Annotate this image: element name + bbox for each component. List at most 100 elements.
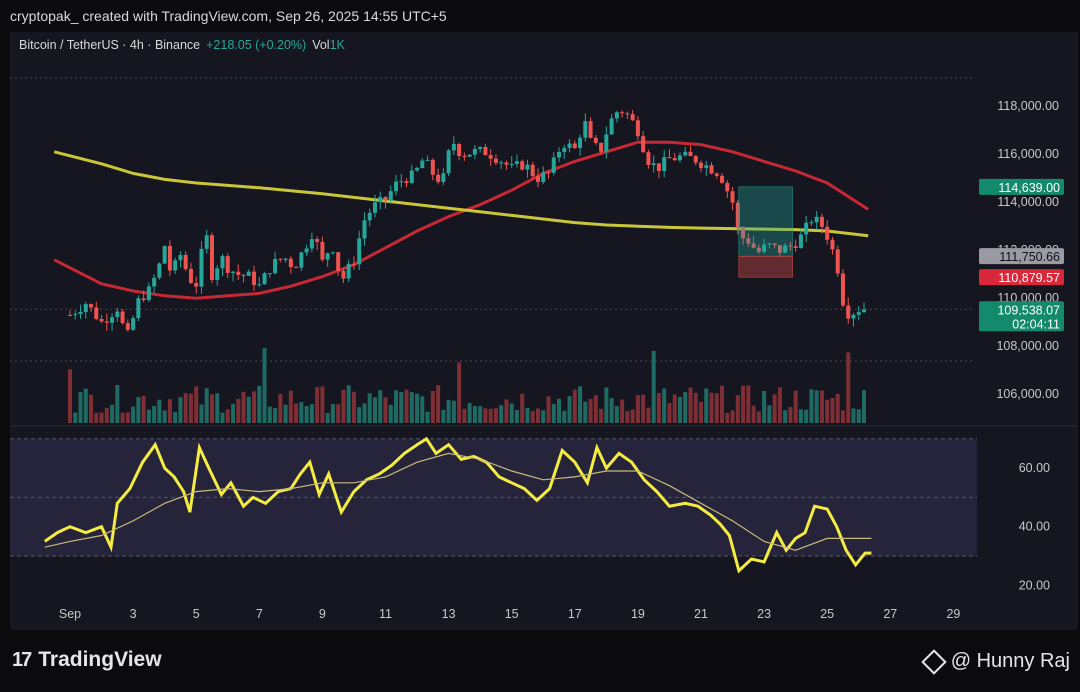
candle-body: [367, 212, 372, 221]
candle-body: [551, 157, 556, 173]
volume-bar: [662, 388, 667, 423]
volume-bar: [420, 396, 425, 423]
volume-bar: [851, 408, 856, 423]
volume-bar: [614, 406, 619, 423]
price-axis-tag-label: 111,750.66: [999, 250, 1060, 264]
date-tick-label: 5: [193, 607, 200, 621]
volume-bar: [772, 394, 777, 423]
candle-body: [252, 271, 257, 286]
candle-body: [751, 243, 756, 248]
price-axis-tag-label: 110,879.57: [998, 271, 1060, 285]
date-tick-label: Sep: [59, 607, 81, 621]
volume-bar: [399, 391, 404, 423]
candle-body: [241, 274, 246, 276]
volume-bar: [767, 405, 772, 423]
tradingview-logo[interactable]: 17 TradingView: [12, 648, 162, 672]
volume-bar: [467, 402, 472, 423]
candle-body: [372, 202, 377, 213]
volume-value: 1K: [329, 38, 345, 52]
candle-body: [478, 146, 483, 149]
candle-body: [730, 191, 735, 203]
candle-body: [620, 112, 625, 114]
candle-body: [793, 246, 798, 248]
candle-body: [714, 173, 719, 176]
volume-bar: [819, 390, 824, 423]
candle-body: [257, 284, 262, 286]
candle-body: [89, 304, 94, 308]
candle-body: [499, 162, 504, 164]
candle-body: [693, 156, 698, 163]
volume-bar: [730, 410, 735, 423]
volume-bar: [583, 401, 588, 423]
volume-bar: [404, 389, 409, 423]
date-tick-label: 3: [130, 607, 137, 621]
candle-body: [788, 245, 793, 247]
volume-bar: [378, 390, 383, 423]
candle-body: [188, 268, 193, 283]
volume-bar: [751, 405, 756, 423]
volume-bar: [635, 395, 640, 423]
change-label: +218.05 (+0.20%): [206, 38, 307, 52]
date-tick-label: 9: [319, 607, 326, 621]
volume-bar: [246, 396, 251, 423]
volume-bar: [99, 412, 104, 423]
volume-bar: [304, 406, 309, 423]
volume-bar: [546, 396, 551, 423]
candle-body: [493, 158, 498, 163]
candle-body: [462, 155, 467, 157]
candle-body: [809, 222, 814, 224]
candle-body: [388, 191, 393, 201]
candle-body: [231, 271, 236, 273]
volume-bar: [688, 387, 693, 423]
candle-body: [183, 255, 188, 269]
date-tick-label: 27: [883, 607, 897, 621]
candle-body: [625, 113, 630, 115]
volume-bar: [572, 389, 577, 423]
volume-bar: [609, 398, 614, 423]
candle-body: [767, 243, 772, 245]
candle-body: [115, 311, 120, 318]
rsi-tick-label: 60.00: [1019, 461, 1050, 475]
candle-body: [446, 150, 451, 174]
candle-body: [483, 146, 488, 156]
candle-body: [362, 220, 367, 239]
candle-body: [562, 147, 567, 152]
candle-body: [630, 114, 635, 121]
volume-bar: [94, 412, 99, 423]
candle-body: [725, 182, 730, 192]
volume-bar: [620, 399, 625, 423]
date-tick-label: 19: [631, 607, 645, 621]
volume-bar: [288, 390, 293, 423]
volume-bar: [325, 412, 330, 423]
volume-bar: [472, 405, 477, 423]
binance-diamond-icon: [921, 648, 947, 675]
volume-bar: [704, 388, 709, 423]
volume-bar: [641, 394, 646, 423]
volume-bar: [798, 409, 803, 423]
volume-bar: [804, 409, 809, 423]
candle-body: [325, 253, 330, 260]
volume-bar: [167, 399, 172, 423]
candle-body: [262, 273, 267, 285]
volume-bar: [499, 405, 504, 423]
volume-bar: [793, 390, 798, 423]
date-tick-label: 25: [820, 607, 834, 621]
volume-bar: [367, 393, 372, 423]
candle-body: [830, 239, 835, 250]
price-axis-tag-label: 109,538.07: [997, 303, 1060, 317]
volume-bar: [756, 411, 761, 423]
volume-bar: [840, 410, 845, 423]
volume-bar: [131, 406, 136, 423]
price-axis-tag: [979, 301, 1064, 318]
volume-bar: [273, 408, 278, 423]
volume-bar: [656, 393, 661, 423]
candle-body: [283, 258, 288, 260]
volume-bar: [372, 397, 377, 423]
candle-body: [720, 175, 725, 183]
candle-body: [840, 273, 845, 306]
candle-body: [457, 143, 462, 156]
candle-body: [436, 174, 441, 182]
candle-body: [131, 318, 136, 330]
volume-bar: [530, 411, 535, 423]
